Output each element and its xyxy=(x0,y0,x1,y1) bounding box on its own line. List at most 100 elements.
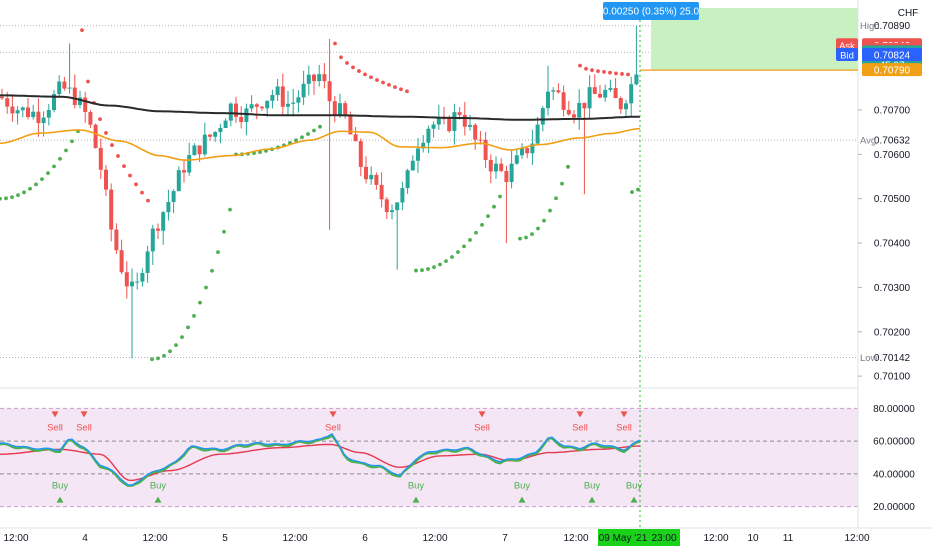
sar-point-38 xyxy=(222,229,226,234)
candle-body-15 xyxy=(78,97,82,105)
candle-body-62 xyxy=(322,74,327,82)
osc-tick-label-2: 40.00000 xyxy=(873,469,915,480)
sar-point-73 xyxy=(444,259,448,264)
parabolic-sar xyxy=(0,28,640,362)
candle-body-40 xyxy=(208,134,212,137)
sell-marker-1 xyxy=(80,411,88,418)
sar-point-2 xyxy=(10,195,14,200)
candle-body-121 xyxy=(629,84,634,104)
overlay: 0.00250 (0.35%) 25.0 xyxy=(603,2,858,540)
candle-body-54 xyxy=(280,86,285,107)
candle-body-58 xyxy=(301,83,306,98)
candle-body-35 xyxy=(182,170,186,173)
sar-point-83 xyxy=(518,236,522,241)
buy-marker-1 xyxy=(154,496,162,503)
time-tick-12: 11 xyxy=(783,533,794,544)
sar-point-6 xyxy=(34,182,38,187)
candle-body-73 xyxy=(379,184,384,200)
candle-body-45 xyxy=(234,103,238,117)
candle-body-53 xyxy=(275,86,280,96)
candle-body-52 xyxy=(270,95,275,101)
candle-body-94 xyxy=(488,160,493,172)
candle-body-99 xyxy=(514,155,519,164)
sar-point-19 xyxy=(110,143,114,147)
candle-body-41 xyxy=(213,132,218,137)
sar-point-85 xyxy=(530,232,534,237)
candle-body-98 xyxy=(509,163,514,183)
candle-body-10 xyxy=(52,94,56,111)
sar-point-61 xyxy=(369,75,373,80)
candle-body-75 xyxy=(390,210,394,213)
price-tag-value-7: 0.70142 xyxy=(874,353,911,364)
sar-point-18 xyxy=(104,131,108,135)
candle-body-1 xyxy=(5,98,10,107)
price-axis[interactable]: CHF 0.70700 0.70600 0.70500 0.70400 0.70300 0.… xyxy=(836,0,932,550)
candle-body-82 xyxy=(426,128,431,143)
sar-point-27 xyxy=(156,356,160,361)
ma-50-line xyxy=(0,127,641,161)
candle-body-13 xyxy=(67,87,72,89)
sar-point-29 xyxy=(168,349,172,354)
sar-point-93 xyxy=(584,66,588,71)
candle-body-103 xyxy=(535,124,540,144)
sar-point-64 xyxy=(387,82,391,87)
candle-body-106 xyxy=(551,90,556,92)
time-axis[interactable]: 12:00 4 12:00 5 12:00 6 12:00 7 12:00 12:00 10 11 12… xyxy=(0,527,932,546)
candle-body-36 xyxy=(187,155,192,173)
candle-body-71 xyxy=(369,174,374,180)
time-tick-0: 12:00 xyxy=(3,533,28,544)
candle-body-84 xyxy=(436,118,441,125)
buy-marker-3 xyxy=(518,496,526,503)
sar-point-1 xyxy=(4,196,8,201)
price-tick-label-0: 0.70700 xyxy=(874,106,911,117)
buy-marker-0 xyxy=(56,496,64,503)
price-tag-value-5: 0.70790 xyxy=(874,66,911,77)
price-tag-value-6: 0.70632 xyxy=(874,136,911,147)
candle-body-90 xyxy=(468,124,472,127)
time-tick-3: 5 xyxy=(222,533,228,544)
sar-point-87 xyxy=(542,218,546,223)
buy-label-4: Buy xyxy=(584,481,601,492)
sar-point-56 xyxy=(339,55,343,60)
sar-point-31 xyxy=(180,335,184,340)
osc-tick-label-3: 20.00000 xyxy=(873,502,915,513)
candle-body-72 xyxy=(374,174,379,185)
candle-body-69 xyxy=(358,141,363,167)
sar-point-100 xyxy=(626,72,630,77)
sar-point-76 xyxy=(462,244,466,249)
sar-point-84 xyxy=(524,235,528,240)
candle-body-28 xyxy=(145,251,150,273)
sar-point-80 xyxy=(486,214,490,219)
info-badge-text: 0.00250 (0.35%) 25.0 xyxy=(603,7,700,18)
sar-point-92 xyxy=(578,63,582,68)
candle-body-108 xyxy=(561,92,566,110)
candle-body-67 xyxy=(348,115,353,135)
sar-point-53 xyxy=(312,128,316,133)
candle-body-65 xyxy=(338,103,342,116)
buy-label-3: Buy xyxy=(514,481,531,492)
candle-body-100 xyxy=(520,148,524,156)
sar-point-60 xyxy=(363,72,367,77)
candle-body-17 xyxy=(88,112,93,125)
sar-point-22 xyxy=(128,173,132,178)
candle-body-0 xyxy=(0,96,4,99)
candle-body-3 xyxy=(15,110,20,114)
time-tick-7: 7 xyxy=(502,533,508,544)
candle-body-4 xyxy=(20,107,25,111)
sell-label-1: Sell xyxy=(76,422,92,433)
price-tag-label-bg-1 xyxy=(836,38,858,52)
candle-body-19 xyxy=(98,147,103,170)
candle-body-87 xyxy=(452,112,457,132)
sar-point-75 xyxy=(456,250,460,254)
price-tag-bg-5 xyxy=(862,63,922,77)
candle-body-20 xyxy=(104,169,108,190)
candle-body-117 xyxy=(608,88,613,90)
current-time-value: 23:00 xyxy=(651,533,676,544)
candle-body-80 xyxy=(416,148,420,161)
time-tick-8: 12:00 xyxy=(563,533,588,544)
candle-body-74 xyxy=(384,199,389,213)
price-tag-bg-4 xyxy=(862,48,922,62)
candle-body-60 xyxy=(312,74,316,82)
candle-body-56 xyxy=(291,102,296,104)
